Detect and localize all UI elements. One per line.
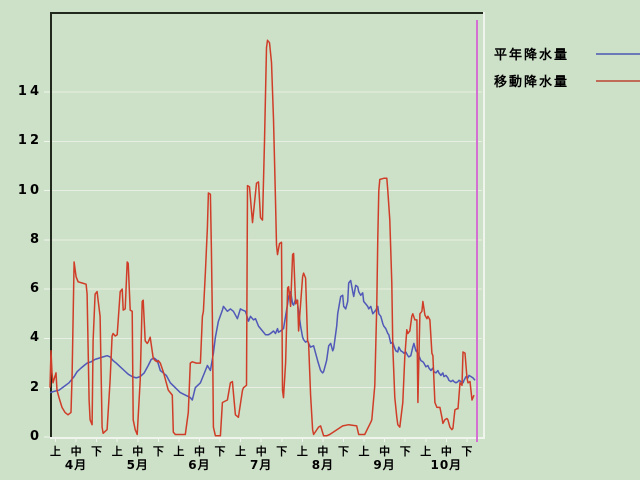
x-period-label: 中 (317, 445, 329, 458)
x-period-label: 下 (461, 445, 473, 458)
x-period-label: 中 (440, 445, 452, 458)
y-axis-label: 4 (29, 330, 42, 346)
x-period-label: 下 (399, 445, 411, 458)
legend-line-moving-icon (596, 79, 640, 82)
x-period-label: 下 (214, 445, 226, 458)
x-period-label: 上 (296, 445, 308, 458)
x-period-label: 上 (50, 445, 61, 458)
x-period-label: 下 (337, 445, 349, 458)
legend-item-normal: 平年降水量 (494, 40, 640, 67)
y-axis-label: 6 (29, 281, 42, 297)
legend: 平年降水量 移動降水量 (494, 40, 640, 94)
x-period-label: 下 (276, 445, 288, 458)
x-period-label: 上 (358, 445, 370, 458)
x-period-label: 中 (70, 445, 82, 458)
x-period-label: 下 (91, 445, 103, 458)
x-period-label: 中 (193, 445, 205, 458)
series-line-moving (49, 39, 475, 437)
x-period-label: 下 (152, 445, 164, 458)
legend-item-moving: 移動降水量 (494, 67, 640, 94)
x-period-label: 中 (132, 445, 144, 458)
series-line-normal (49, 279, 476, 401)
x-period-label: 中 (379, 445, 391, 458)
x-month-label: 7月 (250, 458, 273, 472)
x-month-label: 4月 (64, 458, 88, 472)
x-month-label: 10月 (430, 458, 463, 472)
legend-label-moving: 移動降水量 (494, 75, 570, 90)
x-period-label: 上 (235, 445, 247, 458)
y-axis-label: 12 (17, 133, 42, 149)
y-axis-label: 2 (29, 379, 42, 395)
legend-label-normal: 平年降水量 (494, 48, 570, 63)
y-axis-label: 14 (17, 84, 42, 99)
x-period-label: 上 (173, 445, 185, 458)
x-period-label: 上 (111, 445, 123, 458)
y-axis-label: 10 (17, 182, 42, 198)
x-period-label: 上 (420, 445, 432, 458)
legend-line-normal-icon (596, 52, 640, 55)
x-month-label: 9月 (373, 458, 396, 472)
y-axis-label: 0 (29, 429, 42, 444)
x-month-label: 5月 (126, 458, 149, 472)
x-month-label: 6月 (188, 458, 211, 472)
x-month-label: 8月 (311, 458, 335, 472)
x-period-label: 中 (255, 445, 267, 458)
y-axis-label: 8 (29, 231, 42, 247)
